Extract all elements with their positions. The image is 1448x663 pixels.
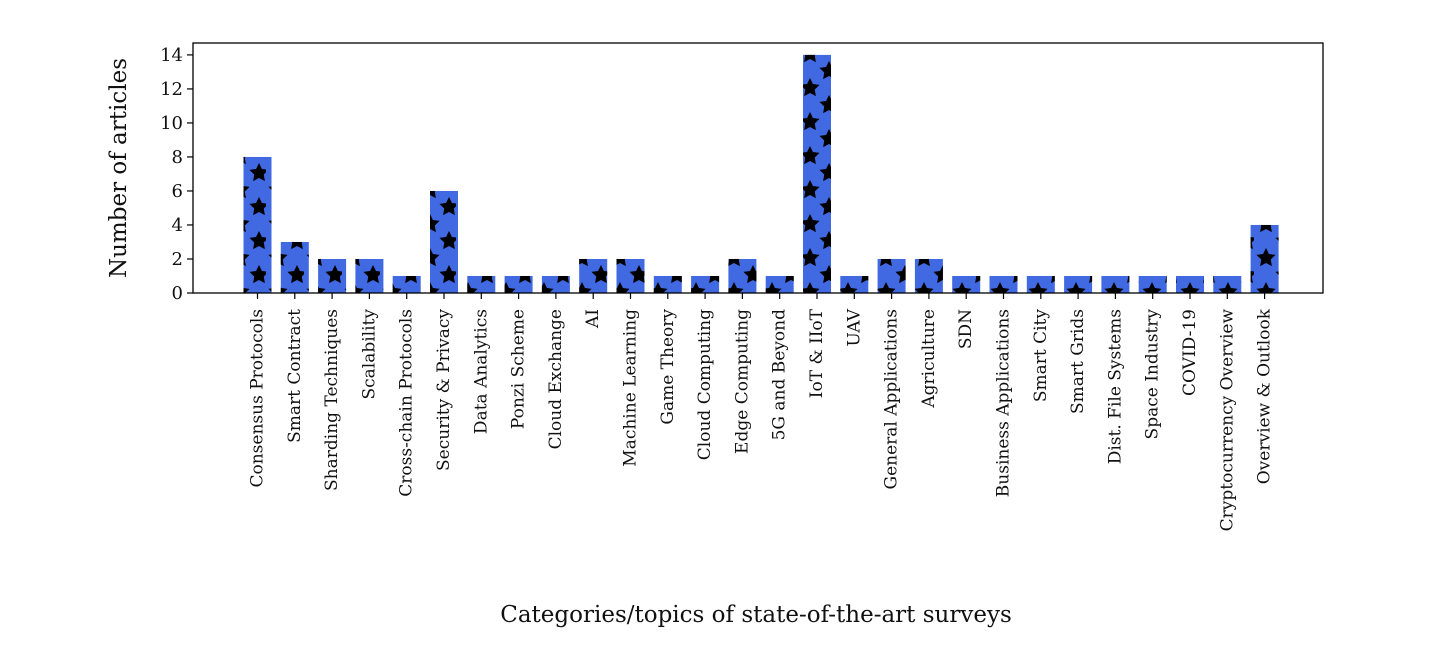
category-label-21: Smart City bbox=[1031, 309, 1051, 403]
x-axis-label: Categories/topics of state-of-the-art su… bbox=[500, 602, 1012, 628]
bar-hatch-24 bbox=[1138, 275, 1167, 293]
category-label-3: Scalability bbox=[359, 309, 379, 400]
y-tick-label-2: 4 bbox=[172, 215, 183, 236]
category-label-27: Overview & Outlook bbox=[1255, 308, 1275, 484]
bar-hatch-23 bbox=[1101, 275, 1130, 293]
category-label-13: Edge Computing bbox=[732, 309, 752, 454]
bar-hatch-21 bbox=[1026, 275, 1055, 293]
category-label-23: Dist. File Systems bbox=[1105, 309, 1125, 464]
category-label-25: COVID-19 bbox=[1180, 309, 1200, 396]
bar-hatch-6 bbox=[467, 275, 496, 293]
bar-hatch-9 bbox=[579, 258, 608, 293]
bar-hatch-4 bbox=[392, 275, 421, 293]
category-label-9: AI bbox=[583, 309, 603, 329]
category-label-6: Data Analytics bbox=[471, 309, 491, 434]
bar-hatch-17 bbox=[877, 258, 906, 293]
bar-hatch-22 bbox=[1064, 275, 1093, 293]
y-tick-label-6: 12 bbox=[160, 79, 183, 100]
bar-hatch-25 bbox=[1176, 275, 1204, 293]
y-axis-label: Number of articles bbox=[106, 58, 132, 278]
category-label-20: Business Applications bbox=[994, 309, 1014, 497]
bar-hatch-2 bbox=[318, 258, 347, 293]
bar-hatch-15 bbox=[803, 54, 831, 294]
bar-hatch-20 bbox=[989, 275, 1018, 293]
bar-hatch-26 bbox=[1213, 275, 1242, 293]
y-tick-label-7: 14 bbox=[160, 45, 183, 66]
bar-hatch-14 bbox=[765, 275, 794, 293]
y-tick-label-1: 2 bbox=[172, 249, 183, 270]
category-label-24: Space Industry bbox=[1143, 309, 1163, 440]
category-label-12: Cloud Computing bbox=[695, 309, 715, 460]
category-label-16: UAV bbox=[844, 308, 864, 346]
x-axis-ticks bbox=[256, 293, 1266, 299]
y-axis-ticks: 0 2 4 6 8 10 12 14 bbox=[160, 45, 193, 304]
category-label-2: Sharding Techniques bbox=[322, 309, 342, 491]
bar-hatch-19 bbox=[952, 275, 981, 293]
bar-hatch-16 bbox=[840, 275, 869, 293]
category-label-4: Cross-chain Protocols bbox=[397, 309, 417, 497]
bar-hatch-13 bbox=[728, 258, 757, 293]
category-label-19: SDN bbox=[956, 309, 976, 349]
category-label-26: Cryptocurrency Overview bbox=[1217, 309, 1237, 532]
bar-hatch-5 bbox=[430, 190, 458, 293]
category-label-22: Smart Grids bbox=[1068, 309, 1088, 414]
category-label-8: Cloud Exchange bbox=[546, 309, 566, 449]
bar-hatch-8 bbox=[541, 275, 570, 293]
bar-hatch-10 bbox=[616, 258, 645, 293]
y-tick-label-0: 0 bbox=[172, 283, 183, 304]
bar-hatch-12 bbox=[691, 275, 720, 293]
category-label-0: Consensus Protocols bbox=[248, 309, 268, 488]
bar-hatch-18 bbox=[914, 258, 943, 293]
bar-hatch-7 bbox=[504, 275, 533, 293]
x-axis-category-labels: Consensus Protocols Smart Contract Shardin… bbox=[248, 308, 1275, 531]
category-label-15: IoT & IIoT bbox=[807, 308, 827, 398]
bar-hatch-0 bbox=[243, 156, 272, 293]
category-label-7: Ponzi Scheme bbox=[509, 309, 529, 429]
y-tick-label-5: 10 bbox=[160, 113, 183, 134]
category-label-10: Machine Learning bbox=[621, 309, 641, 467]
category-label-5: Security & Privacy bbox=[434, 309, 454, 471]
y-tick-label-4: 8 bbox=[172, 147, 183, 168]
category-label-18: Agriculture bbox=[919, 309, 939, 409]
bar-hatch-1 bbox=[280, 241, 309, 293]
y-tick-label-3: 6 bbox=[172, 181, 183, 202]
bars-layer bbox=[243, 54, 1279, 294]
plot-frame bbox=[192, 42, 1324, 294]
bar-hatch-3 bbox=[355, 258, 384, 293]
category-label-17: General Applications bbox=[882, 309, 902, 490]
category-label-14: 5G and Beyond bbox=[770, 309, 790, 441]
category-label-11: Game Theory bbox=[658, 309, 678, 425]
bar-hatch-11 bbox=[653, 275, 682, 293]
bar-hatch-27 bbox=[1250, 224, 1279, 293]
category-label-1: Smart Contract bbox=[285, 309, 305, 443]
